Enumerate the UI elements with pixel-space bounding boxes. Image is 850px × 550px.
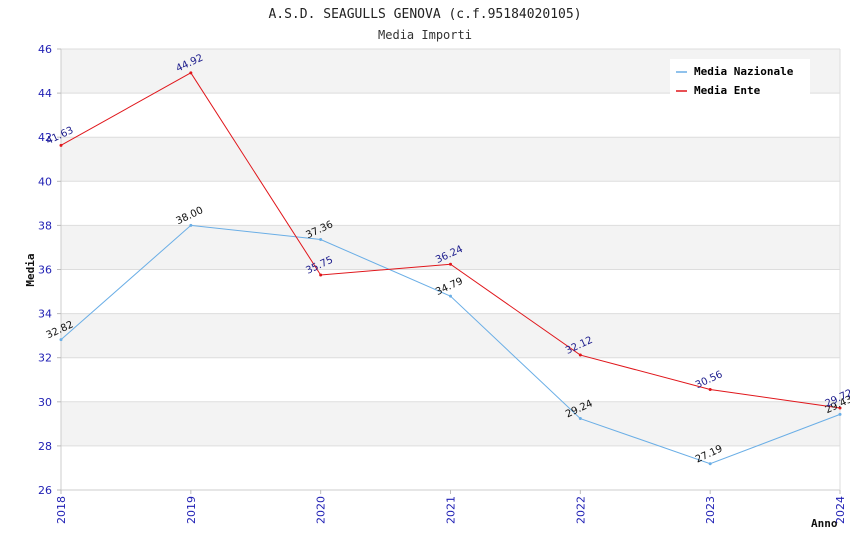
- x-tick-label: 2018: [55, 496, 68, 524]
- x-ticks: 2018 2019 2020 2021 2022 2023 2024: [55, 490, 847, 524]
- x-tick-label: 2024: [834, 496, 847, 524]
- y-tick-label: 40: [38, 175, 52, 188]
- data-point-media-ente: [708, 387, 712, 391]
- chart-title: A.S.D. SEAGULLS GENOVA (c.f.95184020105): [268, 7, 581, 22]
- x-axis-label: Anno: [811, 517, 838, 530]
- y-tick-label: 28: [38, 440, 52, 453]
- chart-subtitle: Media Importi: [378, 28, 472, 42]
- grid-band: [61, 401, 840, 446]
- gridlines: [61, 48, 840, 491]
- grid-band: [61, 225, 840, 270]
- y-tick-label: 38: [38, 219, 52, 232]
- data-point-media-nazionale: [708, 462, 712, 466]
- data-point-media-ente: [59, 143, 63, 147]
- y-tick-label: 44: [38, 87, 52, 100]
- data-point-media-nazionale: [578, 417, 582, 421]
- series-group: [59, 71, 842, 466]
- y-tick-label: 32: [38, 352, 52, 365]
- data-point-media-nazionale: [449, 294, 452, 298]
- x-tick-label: 2019: [185, 496, 198, 524]
- x-tick-label: 2023: [704, 496, 717, 524]
- data-label-media-nazionale: 34.79: [434, 276, 465, 298]
- x-tick-label: 2021: [445, 496, 458, 524]
- legend-box: [670, 59, 810, 97]
- legend-label-media-nazionale: Media Nazionale: [694, 65, 794, 78]
- data-point-media-ente: [319, 273, 323, 277]
- data-point-media-ente: [449, 262, 452, 266]
- y-tick-label: 46: [38, 43, 52, 56]
- data-point-media-nazionale: [189, 223, 193, 227]
- y-axis-label: Media: [24, 253, 37, 286]
- data-label-media-nazionale: 27.19: [694, 443, 725, 465]
- y-tick-label: 36: [38, 264, 52, 277]
- data-label-media-nazionale: 38.00: [174, 205, 205, 227]
- y-tick-label: 42: [38, 131, 52, 144]
- data-point-media-ente: [838, 406, 842, 410]
- legend-label-media-ente: Media Ente: [694, 84, 761, 97]
- data-point-media-nazionale: [838, 412, 842, 416]
- y-tick-label: 30: [38, 396, 52, 409]
- grid-band: [61, 313, 840, 358]
- data-point-media-ente: [189, 71, 193, 75]
- x-tick-label: 2022: [574, 496, 587, 524]
- data-point-media-nazionale: [59, 338, 63, 342]
- y-tick-label: 34: [38, 308, 52, 321]
- legend: Media Nazionale Media Ente: [670, 59, 810, 97]
- data-point-media-ente: [578, 353, 582, 357]
- data-point-media-nazionale: [319, 238, 323, 242]
- grid-bands: [61, 49, 840, 446]
- y-ticks: 26 28 30 32 34 36 38 40 42 44 46: [38, 43, 61, 497]
- y-tick-label: 26: [38, 484, 52, 497]
- x-tick-label: 2020: [315, 496, 328, 524]
- grid-band: [61, 137, 840, 182]
- data-label-media-ente: 30.56: [694, 369, 725, 391]
